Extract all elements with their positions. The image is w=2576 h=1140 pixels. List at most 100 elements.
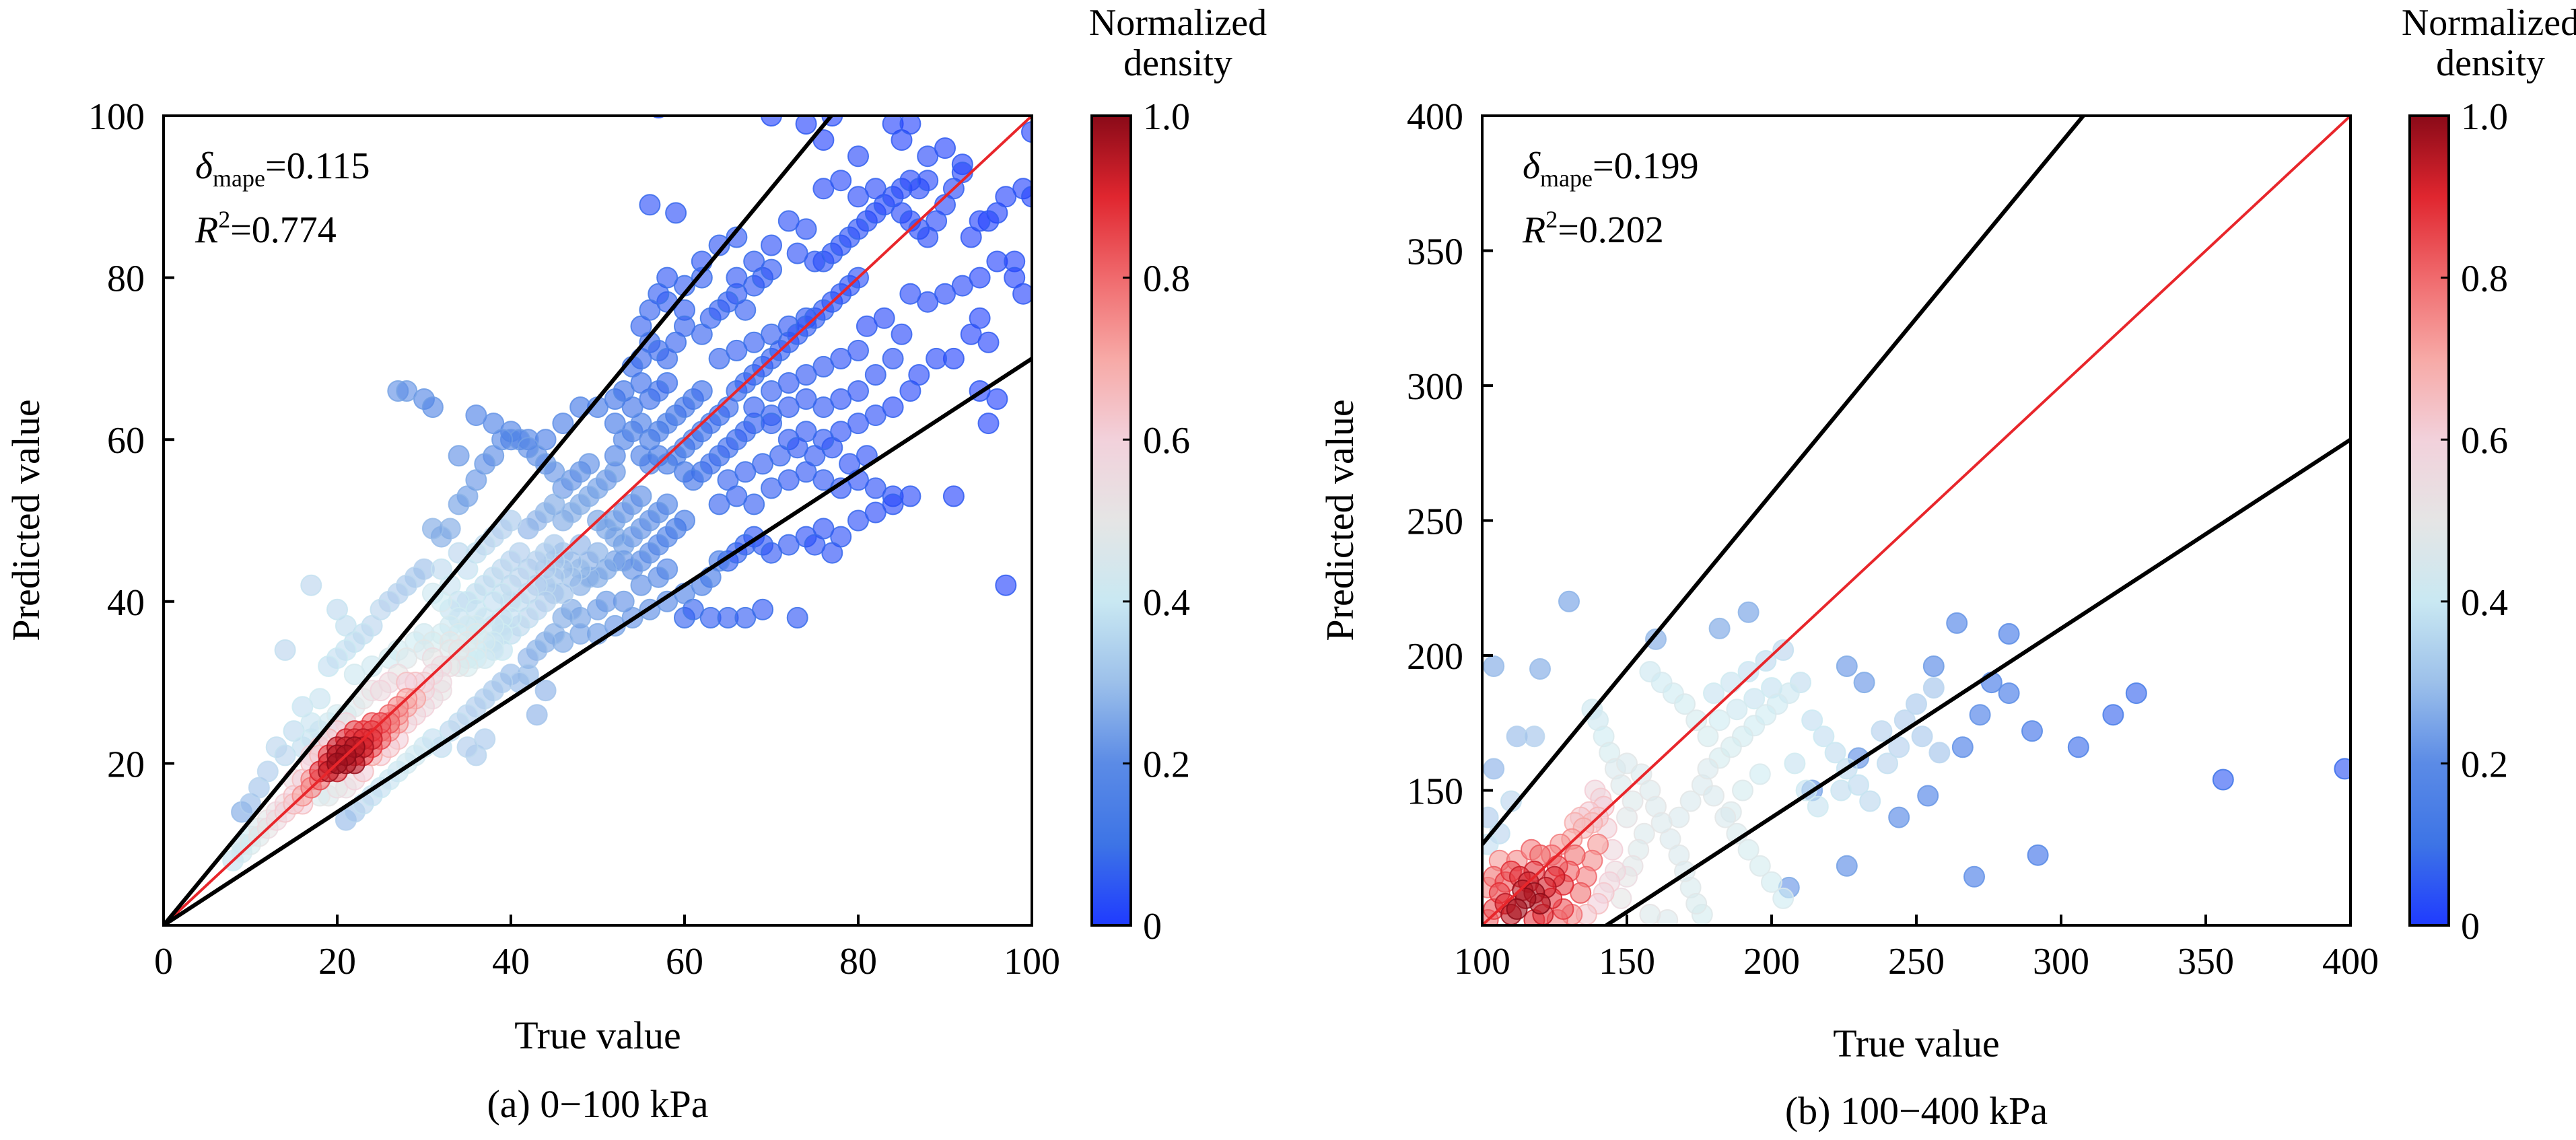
panel-a-data-point xyxy=(786,242,808,264)
panel-a-y-axis-label: Predicted value xyxy=(4,399,48,641)
panel-a-data-point xyxy=(396,380,418,402)
panel-a-lower-line xyxy=(164,357,1032,925)
panel-a-y-tick-label: 40 xyxy=(107,582,145,624)
panel-b-colorbar xyxy=(2408,114,2450,927)
panel-b-data-point xyxy=(1836,655,1858,677)
panel-a-data-point xyxy=(777,210,800,232)
panel-b-data-point xyxy=(1737,839,1760,861)
panel-a-data-point xyxy=(456,736,479,758)
panel-b-data-point xyxy=(1853,672,1875,694)
panel-b-data-point xyxy=(1830,779,1852,801)
panel-a-data-point xyxy=(891,323,913,345)
panel-b-data-point xyxy=(1801,709,1823,732)
panel-a-data-point xyxy=(761,116,782,127)
panel-b-data-point xyxy=(2212,769,2234,791)
panel-b-data-point xyxy=(1749,855,1771,877)
panel-a-data-point xyxy=(847,509,869,532)
panel-a-y-tick-label: 100 xyxy=(88,96,145,138)
panel-a-data-point xyxy=(926,347,948,369)
panel-b-mape-sub: mape xyxy=(1540,165,1593,192)
panel-b-colorbar-tick-label: 0.6 xyxy=(2461,420,2508,462)
panel-b-colorbar-ticks: 0 0.2 0.4 0.6 0.8 1.0 xyxy=(2441,96,2508,948)
panel-a-data-point xyxy=(942,485,965,507)
panel-b-data-point xyxy=(1720,672,1742,694)
panel-a-data-point xyxy=(1021,121,1032,143)
panel-b-data-point xyxy=(1922,677,1945,699)
panel-a-data-point xyxy=(526,550,548,572)
panel-a-data-point xyxy=(335,614,357,637)
panel-a-colorbar xyxy=(1090,114,1132,927)
panel-a-data-point xyxy=(456,558,479,580)
panel-a-data-point xyxy=(786,606,808,629)
panel-a-data-point xyxy=(1021,186,1032,208)
panel-a-data-point xyxy=(917,291,939,313)
panel-a-mape-annotation: δmape=0.115 xyxy=(195,145,370,192)
panel-b-y-tick-label: 400 xyxy=(1407,96,1463,138)
panel-a-data-point xyxy=(777,372,800,394)
panel-a-plot-frame xyxy=(162,114,1033,927)
panel-b-data-point xyxy=(1737,601,1760,623)
panel-a-data-point xyxy=(726,226,748,248)
panel-a-data-point xyxy=(639,194,661,216)
panel-b-r2-sup: 2 xyxy=(1545,206,1558,233)
panel-a-data-point xyxy=(812,469,835,491)
panel-a-data-point xyxy=(899,116,921,135)
panel-a-data-point xyxy=(864,501,886,524)
panel-b-r2-symbol: R xyxy=(1522,209,1545,251)
panel-a-data-point xyxy=(274,639,296,661)
panel-b-colorbar-title-line2: density xyxy=(2436,42,2545,84)
panel-a-data-point xyxy=(795,388,817,410)
panel-a-data-point xyxy=(708,493,730,515)
panel-b-data-point xyxy=(1703,785,1725,807)
panel-b-data-point xyxy=(1708,617,1731,639)
panel-a-x-ticks: 0 20 40 60 80 100 xyxy=(154,915,1060,983)
panel-b-data-point xyxy=(1558,590,1580,612)
panel-a-data-point xyxy=(761,258,782,281)
panel-a-data-point xyxy=(691,380,713,402)
panel-a-data-point xyxy=(699,453,722,475)
panel-b-data-point xyxy=(1529,658,1551,680)
panel-b-x-axis-label: True value xyxy=(1833,1022,2000,1065)
panel-a-x-tick-label: 20 xyxy=(318,941,356,983)
panel-a-data-point xyxy=(864,178,886,200)
panel-b-data-point xyxy=(1483,655,1505,677)
panel-b-x-ticks: 100 150 200 250 300 350 400 xyxy=(1454,915,2379,983)
panel-a-data-point xyxy=(847,339,869,361)
panel-a-data-point xyxy=(795,218,817,240)
panel-a-data-point xyxy=(734,299,757,321)
panel-b-colorbar-tick-label: 1.0 xyxy=(2461,96,2508,138)
panel-b-points xyxy=(1482,590,2351,925)
panel-a-data-point xyxy=(256,760,279,783)
panel-b-data-point xyxy=(1928,742,1951,764)
panel-a-data-point xyxy=(908,364,930,386)
panel-a-x-axis-label: True value xyxy=(514,1013,681,1057)
panel-b-data-point xyxy=(1859,790,1881,812)
panel-a-data-point xyxy=(769,445,791,467)
panel-a-colorbar-tick-label: 0.2 xyxy=(1143,744,1190,785)
panel-b-data-point xyxy=(1506,898,1528,920)
panel-b-data-point xyxy=(1645,628,1667,650)
panel-b-r2-annotation: R2=0.202 xyxy=(1522,206,1664,251)
panel-b-data-point xyxy=(2027,844,2049,866)
panel-a-data-point xyxy=(812,396,835,419)
panel-a-data-point xyxy=(856,315,878,337)
panel-a-data-point xyxy=(830,170,852,192)
panel-a-identity-line xyxy=(164,116,1032,925)
panel-a-data-point xyxy=(578,453,600,475)
panel-a-x-tick-label: 100 xyxy=(1004,941,1060,983)
panel-a-data-point xyxy=(734,606,757,629)
panel-a-data-point xyxy=(465,404,487,427)
panel-a-x-tick-label: 0 xyxy=(154,941,173,983)
panel-a-r2-symbol: R xyxy=(195,209,218,251)
panel-a-data-point xyxy=(960,226,982,248)
panel-a-r2-value: =0.774 xyxy=(230,209,337,251)
panel-a-data-point xyxy=(934,137,956,159)
panel-a-data-point xyxy=(977,413,1000,435)
panel-b-y-ticks: 150 200 250 300 350 400 xyxy=(1407,96,1493,813)
panel-a-data-point xyxy=(674,509,695,532)
panel-a-data-point xyxy=(526,509,548,532)
panel-b-y-tick-label: 200 xyxy=(1407,636,1463,678)
panel-a-data-point xyxy=(786,437,808,459)
panel-a-x-tick-label: 40 xyxy=(492,941,530,983)
panel-a-data-point xyxy=(648,566,670,588)
